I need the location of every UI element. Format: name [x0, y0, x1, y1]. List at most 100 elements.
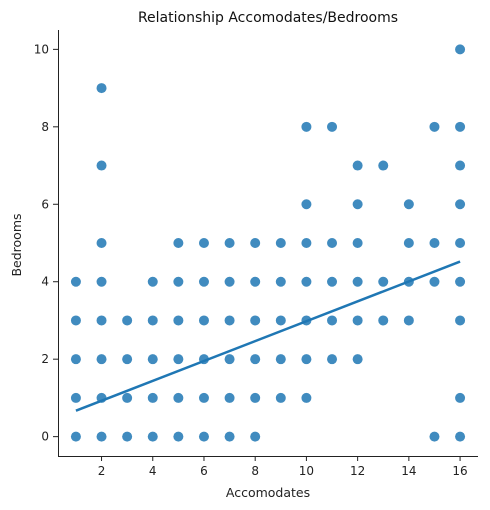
scatter-point — [327, 122, 337, 132]
scatter-point — [455, 122, 465, 132]
scatter-point — [455, 393, 465, 403]
scatter-point — [404, 199, 414, 209]
scatter-point — [71, 315, 81, 325]
scatter-point — [301, 122, 311, 132]
scatter-point — [97, 238, 107, 248]
scatter-point — [97, 161, 107, 171]
scatter-point — [455, 315, 465, 325]
scatter-point — [429, 238, 439, 248]
scatter-point — [250, 432, 260, 442]
x-tick-label: 14 — [401, 464, 416, 478]
scatter-point — [199, 315, 209, 325]
scatter-point — [148, 432, 158, 442]
scatter-point — [173, 393, 183, 403]
scatter-point — [429, 122, 439, 132]
scatter-point — [378, 315, 388, 325]
scatter-point — [455, 199, 465, 209]
scatter-point — [173, 277, 183, 287]
scatter-point — [148, 277, 158, 287]
x-tick-label: 12 — [350, 464, 365, 478]
scatter-points — [71, 44, 465, 441]
y-axis-label: Bedrooms — [9, 213, 24, 276]
scatter-point — [199, 238, 209, 248]
y-ticks: 0 2 4 6 8 10 — [34, 42, 58, 443]
scatter-point — [327, 315, 337, 325]
scatter-point — [225, 315, 235, 325]
scatter-point — [301, 238, 311, 248]
scatter-point — [455, 432, 465, 442]
scatter-point — [353, 354, 363, 364]
scatter-point — [301, 354, 311, 364]
x-tick-label: 8 — [251, 464, 259, 478]
regression-line — [76, 262, 460, 411]
scatter-point — [353, 277, 363, 287]
scatter-point — [404, 238, 414, 248]
scatter-point — [225, 277, 235, 287]
scatter-point — [71, 432, 81, 442]
scatter-point — [148, 315, 158, 325]
scatter-point — [353, 238, 363, 248]
scatter-point — [148, 354, 158, 364]
scatter-point — [199, 393, 209, 403]
scatter-point — [276, 277, 286, 287]
scatter-point — [97, 83, 107, 93]
scatter-point — [97, 277, 107, 287]
scatter-point — [199, 277, 209, 287]
scatter-point — [301, 199, 311, 209]
scatter-point — [173, 432, 183, 442]
y-tick-label: 8 — [41, 120, 49, 134]
scatter-point — [97, 315, 107, 325]
scatter-point — [327, 277, 337, 287]
y-tick-label: 10 — [34, 42, 49, 56]
scatter-point — [148, 393, 158, 403]
scatter-point — [327, 354, 337, 364]
scatter-point — [250, 315, 260, 325]
scatter-point — [301, 393, 311, 403]
scatter-point — [455, 44, 465, 54]
scatter-point — [327, 238, 337, 248]
scatter-point — [378, 161, 388, 171]
scatter-point — [225, 238, 235, 248]
scatter-point — [250, 393, 260, 403]
y-tick-label: 6 — [41, 197, 49, 211]
y-tick-label: 4 — [41, 275, 49, 289]
x-tick-label: 2 — [98, 464, 106, 478]
scatter-point — [173, 354, 183, 364]
scatter-point — [225, 354, 235, 364]
scatter-point — [353, 161, 363, 171]
scatter-point — [429, 277, 439, 287]
scatter-point — [404, 315, 414, 325]
chart-title: Relationship Accomodates/Bedrooms — [138, 10, 398, 26]
scatter-point — [173, 315, 183, 325]
scatter-point — [276, 315, 286, 325]
scatter-point — [122, 393, 132, 403]
scatter-point — [122, 432, 132, 442]
x-tick-label: 6 — [200, 464, 208, 478]
x-ticks: 2 4 6 8 10 12 14 16 — [98, 456, 468, 478]
y-tick-label: 0 — [41, 430, 49, 444]
scatter-point — [97, 354, 107, 364]
x-tick-label: 10 — [299, 464, 314, 478]
scatter-point — [199, 432, 209, 442]
scatter-point — [378, 277, 388, 287]
scatter-point — [250, 277, 260, 287]
scatter-point — [276, 354, 286, 364]
scatter-point — [455, 277, 465, 287]
scatter-point — [429, 432, 439, 442]
y-tick-label: 2 — [41, 352, 49, 366]
scatter-point — [71, 354, 81, 364]
scatter-point — [455, 161, 465, 171]
scatter-point — [250, 238, 260, 248]
regression-line-group — [76, 262, 460, 411]
scatter-point — [353, 315, 363, 325]
x-tick-label: 4 — [149, 464, 157, 478]
scatter-point — [225, 393, 235, 403]
scatter-point — [71, 277, 81, 287]
scatter-point — [122, 354, 132, 364]
scatter-point — [455, 238, 465, 248]
scatter-point — [301, 277, 311, 287]
scatter-point — [122, 315, 132, 325]
scatter-point — [353, 199, 363, 209]
x-tick-label: 16 — [452, 464, 467, 478]
